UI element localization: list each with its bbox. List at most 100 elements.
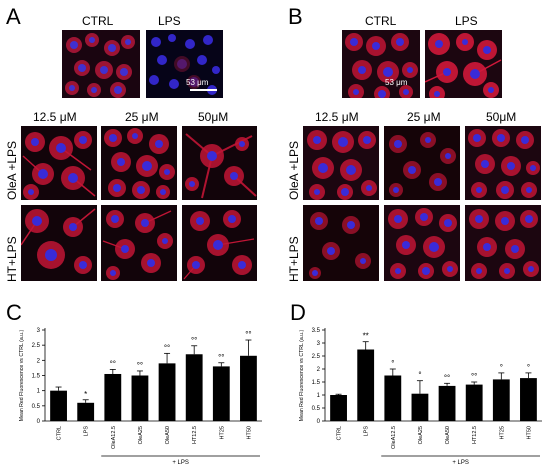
x-tick-label: HT50 (526, 426, 532, 439)
panel-b-lps-label: LPS (455, 14, 478, 28)
bar (185, 354, 203, 421)
y-tick-label: 1.5 (312, 380, 321, 386)
y-tick-label: 3 (37, 328, 41, 334)
chart-c: Mean Red Fluorescence vs CTRL (a.u.) 0 0.5… (0, 318, 275, 467)
x-tick-label: OleA12.5 (111, 426, 117, 449)
significance-marker: ° (527, 363, 530, 372)
x-tick-label: OleA12.5 (391, 426, 397, 449)
x-tick-label: CTRL (337, 426, 343, 440)
bar (212, 366, 230, 421)
y-tick-label: 1.5 (32, 374, 41, 380)
bar (240, 355, 257, 421)
x-tick-label: OleA25 (418, 426, 424, 444)
y-tick-label: 3 (317, 341, 321, 347)
x-tick-label: OleA50 (165, 426, 171, 444)
bar (384, 375, 402, 421)
image-b-ht-25 (384, 205, 460, 281)
image-b-ht-50 (465, 205, 541, 281)
panel-letter-d: D (290, 300, 306, 325)
y-tick-label: 1 (37, 389, 41, 395)
bar (77, 402, 95, 421)
y-tick-label: 0 (37, 419, 41, 425)
group-label: + LPS (172, 460, 189, 466)
image-b-lps (425, 30, 502, 98)
panel-a-ctrl-label: CTRL (82, 14, 114, 28)
significance-marker: °° (245, 330, 251, 339)
panel-b-row-olea: OleA +LPS (287, 140, 301, 200)
panel-letter-b: B (288, 4, 303, 29)
chart-c-svg: Mean Red Fluorescence vs CTRL (a.u.) 0 0.5… (19, 328, 262, 466)
y-tick-label: 3.5 (312, 328, 321, 334)
significance-marker: °° (164, 343, 170, 352)
image-a-olea-50 (182, 126, 257, 200)
panel-a-conc-50: 50μM (198, 110, 229, 124)
panel-b-conc-25: 25 μM (407, 110, 441, 124)
scale-label: 53 μm (385, 78, 408, 87)
panel-letter-c: C (6, 300, 22, 325)
bar (104, 373, 122, 421)
significance-marker: ° (391, 359, 394, 368)
significance-marker: °° (218, 353, 224, 362)
y-tick-label: 2.5 (312, 354, 321, 360)
significance-marker: °° (110, 359, 116, 368)
image-a-ht-25 (101, 205, 177, 281)
significance-marker: ** (363, 332, 369, 341)
bar (438, 385, 456, 421)
bar (492, 379, 510, 421)
panel-b-ctrl-label: CTRL (365, 14, 397, 28)
panel-a-conc-25: 25 μM (125, 110, 159, 124)
significance-marker: * (84, 390, 87, 399)
bar (131, 375, 149, 421)
y-tick-label: 2.5 (32, 343, 41, 349)
y-tick-label: 0 (317, 419, 321, 425)
bar (520, 378, 537, 421)
image-a-ht-12 (21, 205, 97, 281)
panel-a-row-ht: HT+LPS (5, 236, 19, 282)
y-tick-label: 0.5 (312, 406, 321, 412)
panel-a-conc-12: 12.5 μM (33, 110, 77, 124)
x-tick-label: HT50 (246, 426, 252, 439)
bar (411, 393, 429, 421)
panel-letter-a: A (6, 4, 21, 29)
x-tick-label: CTRL (57, 426, 63, 440)
image-b-olea-25 (384, 126, 460, 200)
image-a-olea-12 (21, 126, 97, 200)
scale-bar (190, 89, 217, 91)
y-tick-label: 0.5 (32, 404, 41, 410)
x-tick-label: HT25 (499, 426, 505, 439)
bar (50, 390, 67, 421)
panel-a-row-olea: OleA +LPS (5, 140, 19, 200)
bar (330, 395, 347, 421)
image-a-ctrl (62, 30, 140, 98)
y-axis-label: Mean Red Fluorescence vs CTRL (a.u.) (19, 329, 25, 421)
panel-a-lps-label: LPS (158, 14, 181, 28)
panel-b-conc-12: 12.5 μM (315, 110, 359, 124)
x-tick-label: OleA25 (138, 426, 144, 444)
y-tick-label: 1 (317, 393, 321, 399)
scale-label: 53 μm (186, 78, 209, 87)
bar (465, 384, 483, 421)
significance-marker: °° (471, 372, 477, 381)
image-a-lps: 53 μm (146, 30, 223, 98)
significance-marker: °° (191, 336, 197, 345)
y-tick-label: 2 (37, 358, 41, 364)
x-tick-label: LPS (364, 426, 370, 437)
image-b-olea-50 (465, 126, 541, 200)
significance-marker: ° (418, 371, 421, 380)
x-tick-label: HT12.5 (192, 426, 198, 444)
panel-b-conc-50: 50μM (486, 110, 517, 124)
image-b-olea-12 (303, 126, 379, 200)
image-a-ht-50 (182, 205, 257, 281)
x-tick-label: HT12.5 (472, 426, 478, 444)
image-a-olea-25 (101, 126, 177, 200)
chart-d: Mean Red Fluorescence vs CTRL (a.u.) 0 0.5… (280, 318, 550, 467)
x-tick-label: OleA50 (445, 426, 451, 444)
panel-b-row-ht: HT+LPS (287, 236, 301, 282)
image-b-ht-12 (303, 205, 379, 281)
group-label: + LPS (452, 460, 469, 466)
y-axis-label: Mean Red Fluorescence vs CTRL (a.u.) (299, 329, 305, 421)
bar (357, 349, 375, 421)
x-tick-label: LPS (84, 426, 90, 437)
significance-marker: °° (137, 361, 143, 370)
chart-d-svg: Mean Red Fluorescence vs CTRL (a.u.) 0 0.5… (299, 328, 542, 466)
